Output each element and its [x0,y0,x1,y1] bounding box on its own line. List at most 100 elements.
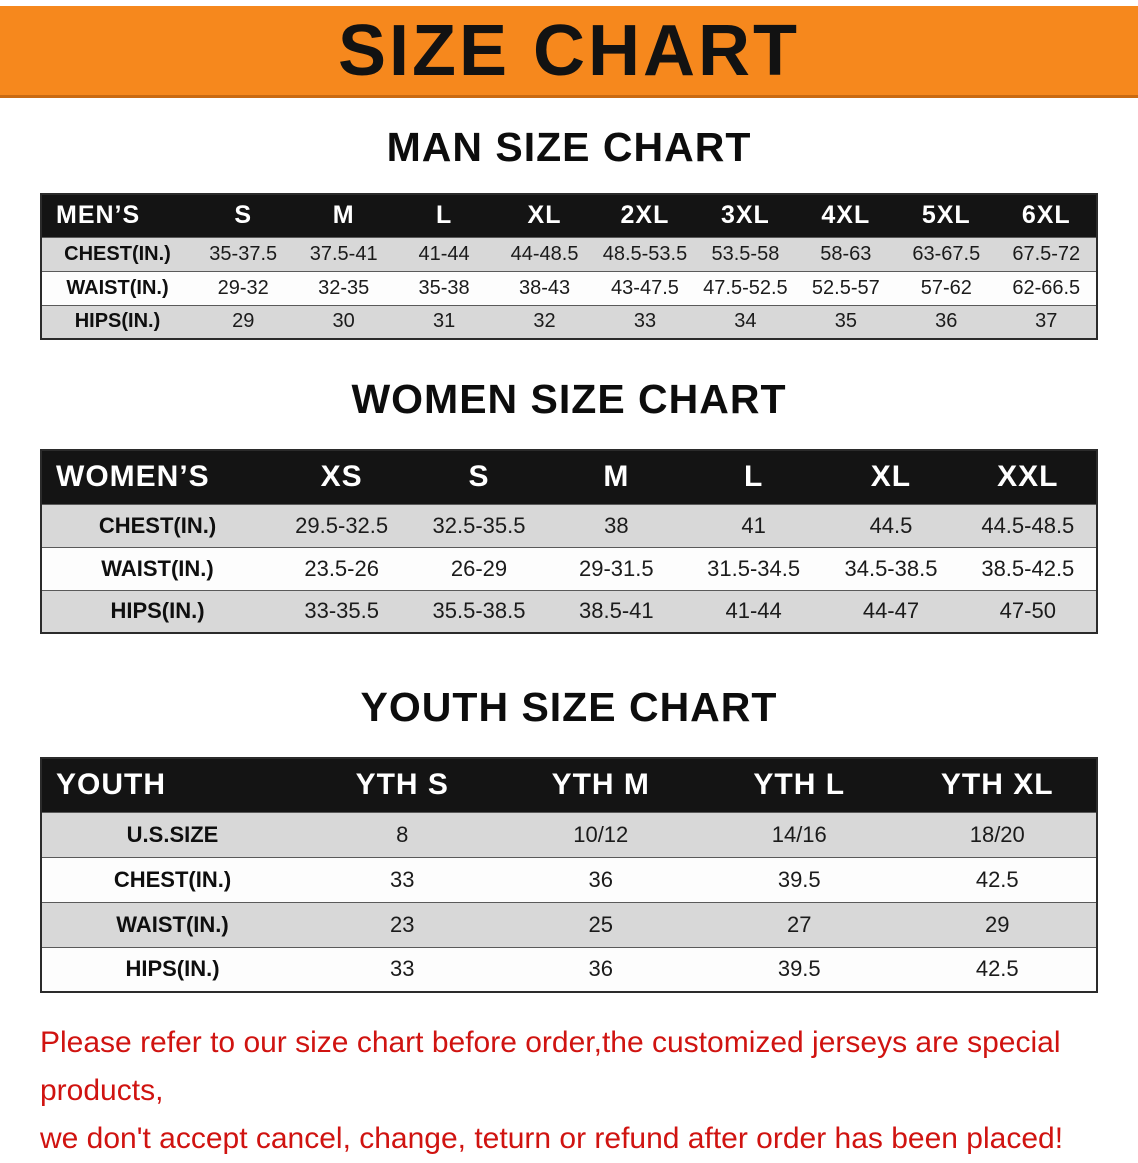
table-row: U.S.SIZE 8 10/12 14/16 18/20 [41,811,1097,857]
size-value: 29 [193,304,294,339]
women-size-section: WOMEN SIZE CHART WOMEN’S XS S M L XL XXL CHEST(… [0,376,1138,634]
size-value: 48.5-53.5 [594,236,696,271]
size-value: 23.5-26 [273,546,411,590]
size-column-header: XS [273,450,411,504]
size-column-header: 4XL [795,194,897,237]
table-row: CHEST(IN.) 35-37.5 37.5-41 41-44 44-48.5 48.5… [41,236,1097,271]
banner-title: SIZE CHART [338,10,800,91]
size-column-header: 3XL [695,194,796,237]
size-column-header: 5XL [896,194,997,237]
size-value: 35-38 [393,270,495,305]
size-column-header: YTH L [700,758,899,812]
row-label: WAIST(IN.) [41,270,193,305]
size-value: 52.5-57 [795,270,897,305]
size-column-header: XL [494,194,595,237]
man-size-table: MEN’S S M L XL 2XL 3XL 4XL 5XL 6XL CHEST(IN.) 35-37… [40,193,1098,340]
size-column-header: 6XL [996,194,1097,237]
man-size-section: MAN SIZE CHART MEN’S S M L XL 2XL 3XL 4XL 5XL 6XL… [0,124,1138,340]
size-value: 33 [303,946,502,992]
size-value: 63-67.5 [896,236,997,271]
size-value: 29.5-32.5 [273,503,411,547]
table-row: HIPS(IN.) 33 36 39.5 42.5 [41,946,1097,992]
youth-size-table: YOUTH YTH S YTH M YTH L YTH XL U.S.SIZE 8 10/12… [40,757,1098,993]
table-corner-label: YOUTH [41,758,303,812]
size-column-header: M [547,450,685,504]
table-corner-label: MEN’S [41,194,193,237]
size-column-header: XL [822,450,960,504]
size-value: 32 [494,304,595,339]
size-value: 33 [594,304,696,339]
footer-note-line1: Please refer to our size chart before or… [40,1026,1061,1107]
size-value: 26-29 [410,546,548,590]
size-value: 44-47 [822,589,960,633]
size-value: 47.5-52.5 [695,270,796,305]
size-value: 32-35 [293,270,394,305]
man-size-heading: MAN SIZE CHART [386,124,752,170]
size-value: 34 [695,304,796,339]
size-column-header: 2XL [594,194,696,237]
size-column-header: S [410,450,548,504]
table-row: CHEST(IN.) 33 36 39.5 42.5 [41,856,1097,902]
size-value: 57-62 [896,270,997,305]
size-value: 38 [547,503,685,547]
size-value: 33 [303,856,502,902]
size-value: 29-31.5 [547,546,685,590]
size-column-header: YTH S [303,758,502,812]
size-value: 38-43 [494,270,595,305]
size-value: 67.5-72 [996,236,1097,271]
size-value: 10/12 [501,811,700,857]
table-row: HIPS(IN.) 29 30 31 32 33 34 35 36 37 [41,304,1097,339]
size-value: 25 [501,901,700,947]
size-value: 23 [303,901,502,947]
size-column-header: YTH XL [898,758,1097,812]
size-value: 14/16 [700,811,899,857]
size-column-header: L [393,194,495,237]
size-value: 30 [293,304,394,339]
size-value: 36 [501,946,700,992]
table-row: WAIST(IN.) 23 25 27 29 [41,901,1097,947]
size-value: 36 [896,304,997,339]
size-value: 27 [700,901,899,947]
size-value: 29-32 [193,270,294,305]
size-value: 39.5 [700,856,899,902]
size-value: 41-44 [393,236,495,271]
size-value: 47-50 [959,589,1097,633]
table-row: WAIST(IN.) 29-32 32-35 35-38 38-43 43-47.5 47.… [41,270,1097,305]
size-value: 18/20 [898,811,1097,857]
women-size-table: WOMEN’S XS S M L XL XXL CHEST(IN.) 29.5-32.5 32.5… [40,449,1098,634]
table-corner-label: WOMEN’S [41,450,273,504]
table-row: WAIST(IN.) 23.5-26 26-29 29-31.5 31.5-34.5 34… [41,546,1097,590]
size-value: 58-63 [795,236,897,271]
size-value: 32.5-35.5 [410,503,548,547]
row-label: CHEST(IN.) [41,236,193,271]
size-value: 41-44 [684,589,823,633]
size-value: 53.5-58 [695,236,796,271]
footer-note: Please refer to our size chart before or… [40,1019,1118,1163]
row-label: CHEST(IN.) [41,856,303,902]
row-label: CHEST(IN.) [41,503,273,547]
size-value: 36 [501,856,700,902]
table-row: CHEST(IN.) 29.5-32.5 32.5-35.5 38 41 44.5 44.5… [41,503,1097,547]
size-value: 33-35.5 [273,589,411,633]
size-chart-banner: SIZE CHART [0,6,1138,98]
row-label: WAIST(IN.) [41,901,303,947]
size-value: 44.5 [822,503,960,547]
table-header-row: WOMEN’S XS S M L XL XXL [41,450,1097,504]
size-value: 35-37.5 [193,236,294,271]
size-value: 31 [393,304,495,339]
size-value: 37.5-41 [293,236,394,271]
size-value: 35 [795,304,897,339]
size-value: 43-47.5 [594,270,696,305]
footer-note-line2: we don't accept cancel, change, teturn o… [40,1122,1064,1155]
size-value: 41 [684,503,823,547]
size-value: 8 [303,811,502,857]
size-column-header: XXL [959,450,1097,504]
size-value: 31.5-34.5 [684,546,823,590]
table-header-row: MEN’S S M L XL 2XL 3XL 4XL 5XL 6XL [41,194,1097,237]
size-column-header: YTH M [501,758,700,812]
size-value: 62-66.5 [996,270,1097,305]
size-value: 42.5 [898,856,1097,902]
size-value: 39.5 [700,946,899,992]
size-value: 29 [898,901,1097,947]
size-column-header: L [684,450,823,504]
